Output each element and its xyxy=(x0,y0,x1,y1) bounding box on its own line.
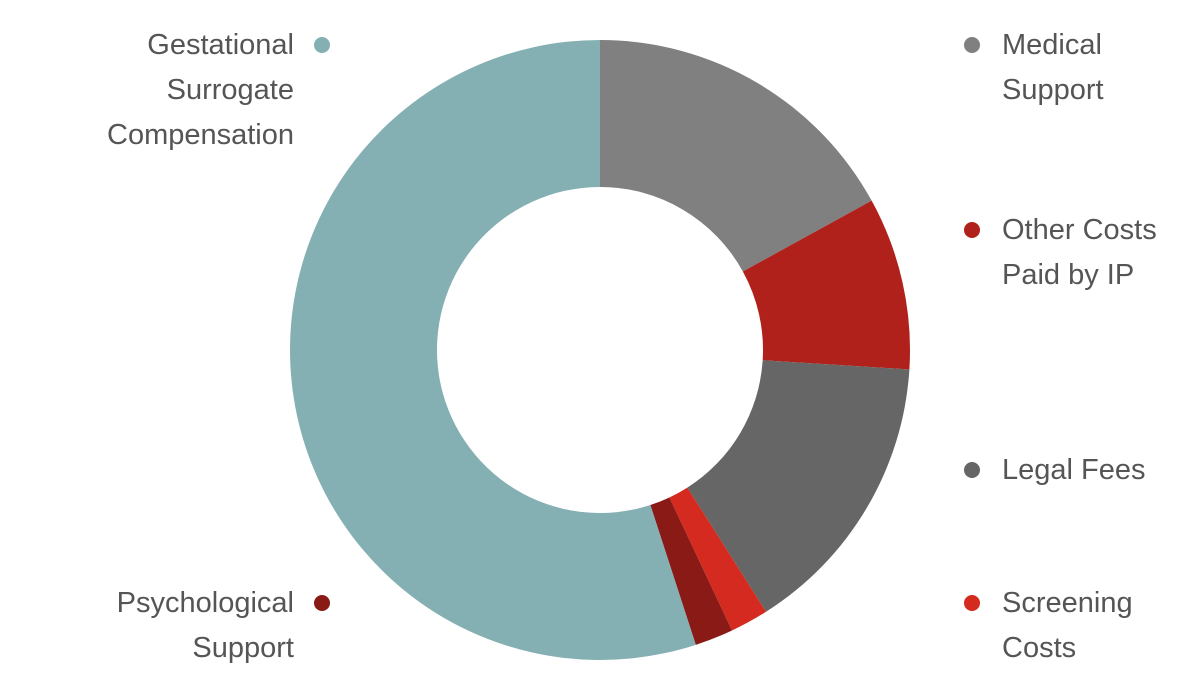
donut-slice xyxy=(650,497,732,645)
legend-item: Legal Fees xyxy=(964,448,1192,493)
donut-slice xyxy=(600,40,872,272)
legend-swatch xyxy=(964,222,980,238)
legend-label: Other Costs Paid by IP xyxy=(1002,214,1157,291)
legend-label: Screening Costs xyxy=(1002,587,1133,664)
legend-label: Legal Fees xyxy=(1002,454,1146,486)
legend-item: Gestational Surrogate Compensation xyxy=(64,23,330,158)
legend-item: Other Costs Paid by IP xyxy=(964,208,1192,298)
legend-item: Screening Costs xyxy=(964,581,1192,671)
legend-label: Medical Support xyxy=(1002,29,1104,106)
legend-label: Psychological Support xyxy=(116,587,294,664)
donut-slice xyxy=(289,40,696,660)
donut-slice xyxy=(687,360,910,612)
legend-swatch xyxy=(964,595,980,611)
donut-slice xyxy=(669,487,767,631)
donut-slice xyxy=(742,200,911,370)
legend-swatch xyxy=(314,595,330,611)
legend-swatch xyxy=(964,462,980,478)
legend-item: Psychological Support xyxy=(64,581,330,671)
legend-label: Gestational Surrogate Compensation xyxy=(107,29,294,151)
legend-item: Medical Support xyxy=(964,23,1192,113)
legend-swatch xyxy=(314,37,330,53)
legend-swatch xyxy=(964,37,980,53)
